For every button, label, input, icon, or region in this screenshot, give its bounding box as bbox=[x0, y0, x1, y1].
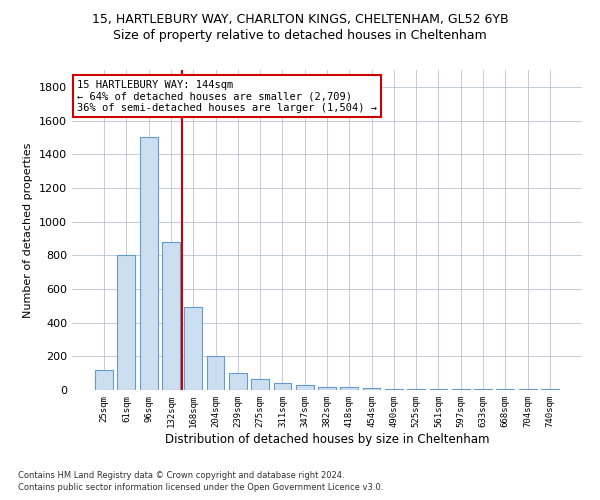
Bar bbox=[118, 256, 136, 390]
Bar bbox=[140, 138, 158, 390]
Bar bbox=[229, 373, 247, 390]
Bar bbox=[274, 384, 292, 390]
Bar bbox=[474, 389, 492, 390]
Bar bbox=[162, 242, 180, 390]
Text: 15, HARTLEBURY WAY, CHARLTON KINGS, CHELTENHAM, GL52 6YB: 15, HARTLEBURY WAY, CHARLTON KINGS, CHEL… bbox=[92, 12, 508, 26]
Bar bbox=[340, 388, 358, 390]
Bar bbox=[318, 386, 336, 390]
Bar bbox=[496, 389, 514, 390]
Bar bbox=[362, 388, 380, 390]
Bar bbox=[452, 389, 470, 390]
X-axis label: Distribution of detached houses by size in Cheltenham: Distribution of detached houses by size … bbox=[165, 432, 489, 446]
Bar bbox=[407, 389, 425, 390]
Bar bbox=[385, 389, 403, 390]
Text: 15 HARTLEBURY WAY: 144sqm
← 64% of detached houses are smaller (2,709)
36% of se: 15 HARTLEBURY WAY: 144sqm ← 64% of detac… bbox=[77, 80, 377, 113]
Bar bbox=[184, 308, 202, 390]
Bar bbox=[541, 389, 559, 390]
Y-axis label: Number of detached properties: Number of detached properties bbox=[23, 142, 34, 318]
Bar bbox=[251, 379, 269, 390]
Bar bbox=[518, 389, 536, 390]
Text: Contains HM Land Registry data © Crown copyright and database right 2024.: Contains HM Land Registry data © Crown c… bbox=[18, 471, 344, 480]
Text: Contains public sector information licensed under the Open Government Licence v3: Contains public sector information licen… bbox=[18, 484, 383, 492]
Bar bbox=[95, 370, 113, 390]
Bar bbox=[296, 385, 314, 390]
Bar bbox=[206, 356, 224, 390]
Text: Size of property relative to detached houses in Cheltenham: Size of property relative to detached ho… bbox=[113, 29, 487, 42]
Bar bbox=[430, 389, 448, 390]
